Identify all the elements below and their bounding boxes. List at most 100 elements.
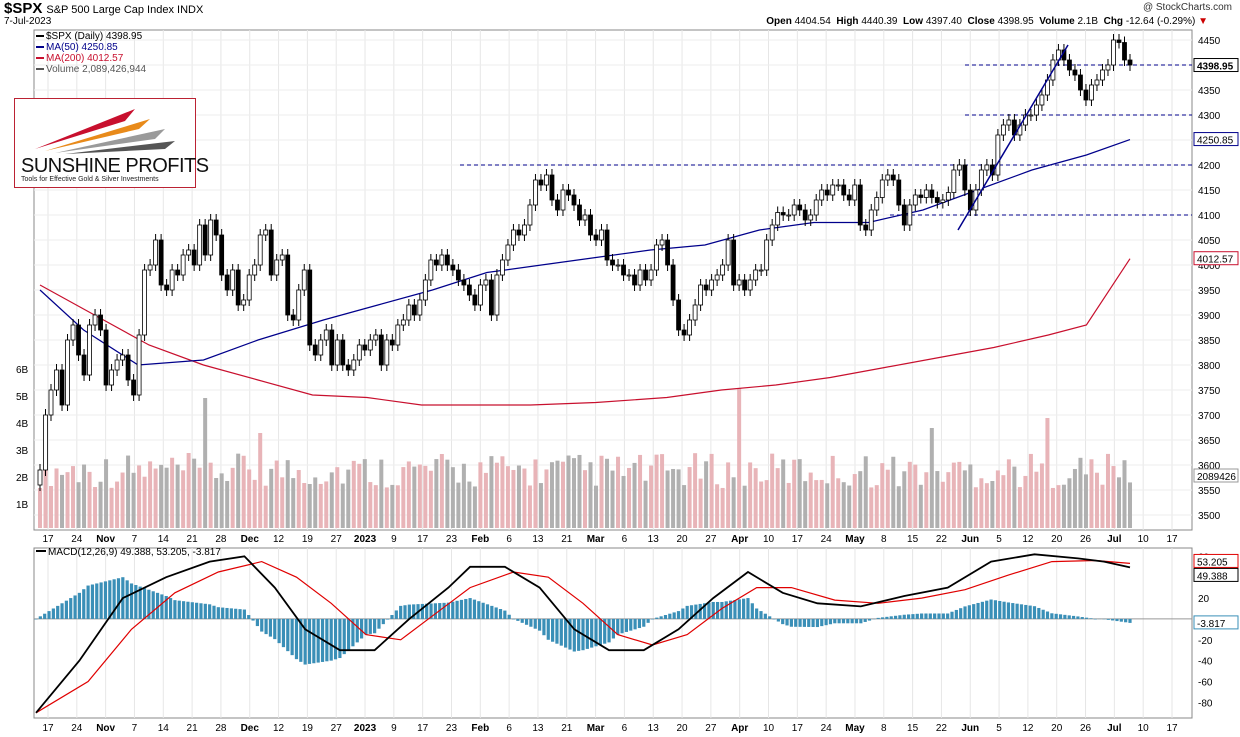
x-tick-label: 10	[763, 534, 775, 545]
volume-bar	[566, 455, 571, 528]
candle	[505, 244, 511, 261]
volume-bar	[693, 453, 698, 528]
logo-tagline: Tools for Effective Gold & Silver Invest…	[21, 176, 159, 183]
symbol-title: $SPX S&P 500 Large Cap Index INDX	[4, 0, 203, 17]
volume-bar	[940, 481, 945, 528]
candle	[808, 214, 814, 221]
volume-bar	[1072, 468, 1077, 528]
candle	[797, 204, 803, 211]
macd-histogram-bar	[498, 609, 503, 619]
x-tick-label: 7	[132, 723, 138, 734]
volume-bar	[577, 454, 582, 528]
volume-bar	[1012, 466, 1017, 528]
volume-bar	[660, 454, 665, 528]
macd-histogram-bar	[399, 605, 403, 619]
candle	[43, 414, 48, 471]
volume-bar	[159, 464, 164, 528]
macd-histogram-bar	[238, 609, 242, 619]
volume-bar	[390, 484, 395, 528]
macd-histogram-bar	[312, 618, 316, 664]
macd-histogram-bar	[568, 618, 572, 650]
x-tick-label: 2023	[354, 534, 377, 545]
sunshine-profits-logo: SUNSHINE PROFITS Tools for Effective Gol…	[14, 98, 209, 188]
candle	[37, 469, 43, 486]
candle	[863, 224, 869, 231]
x-tick-label: 17	[792, 723, 804, 734]
macd-histogram-bar	[668, 613, 672, 619]
volume-tick-label: 3B	[16, 446, 29, 457]
volume-bar	[753, 468, 758, 528]
volume-bar	[346, 469, 351, 528]
x-axis: 17 17 24 24 Nov Nov 7 7 14 14 21 21 28 28 Dec Dec 12 12 19…	[42, 534, 1178, 734]
macd-histogram-bar	[77, 592, 82, 619]
x-tick-label: 10	[1138, 534, 1150, 545]
candle	[626, 274, 632, 277]
volume-bar	[583, 470, 587, 528]
candle	[951, 169, 957, 193]
macd-histogram-bar	[112, 579, 116, 619]
volume-bar	[533, 459, 538, 528]
volume-bar	[417, 464, 422, 528]
signal-line	[35, 559, 1131, 714]
macd-histogram-bar	[950, 611, 954, 619]
macd-histogram-bar	[1011, 603, 1015, 619]
x-tick-label: 26	[1080, 723, 1092, 734]
candle	[1105, 64, 1111, 71]
macd-histogram-bar	[572, 618, 576, 652]
macd-tick-label: 20	[1198, 594, 1210, 605]
volume-bar	[478, 462, 483, 528]
macd-histogram-bar	[1089, 618, 1093, 619]
macd-histogram-bar	[529, 618, 533, 627]
candle	[846, 194, 852, 201]
candle	[1072, 69, 1078, 76]
x-tick-label: 10	[763, 723, 775, 734]
volume-bar	[181, 470, 186, 528]
volume-bar	[291, 478, 296, 528]
x-tick-label: 2023	[354, 723, 377, 734]
candle	[670, 264, 676, 301]
volume-bar	[847, 485, 852, 528]
macd-histogram-bar	[616, 618, 620, 635]
candle	[786, 214, 792, 217]
macd-histogram-bar	[967, 605, 971, 619]
y-tick-label: 4300	[1198, 111, 1221, 122]
price-panel: 3500 3550 3600 3650 3700 3750 3800 3850 3900 3950…	[16, 29, 1239, 531]
macd-histogram-bar	[203, 603, 207, 619]
macd-histogram-bar	[355, 618, 359, 643]
macd-histogram-bar	[954, 609, 958, 619]
candle	[285, 254, 291, 316]
candle	[169, 269, 175, 291]
macd-histogram-bar	[155, 592, 160, 619]
volume-bar	[1006, 459, 1011, 528]
macd-histogram-bar	[650, 618, 655, 620]
macd-tick-label: -80	[1198, 698, 1213, 709]
macd-histogram-bar	[846, 618, 850, 624]
macd-histogram-bar	[533, 618, 537, 629]
candle	[1039, 94, 1045, 106]
macd-value-label: 49.388	[1197, 571, 1228, 582]
volume-bar	[472, 486, 477, 528]
macd-histogram-bar	[64, 600, 68, 619]
macd-histogram-bar	[603, 618, 607, 644]
x-tick-label: May	[845, 534, 865, 545]
x-tick-label: 27	[705, 723, 717, 734]
candle	[527, 204, 533, 226]
x-tick-label: 6	[622, 723, 628, 734]
volume-bar	[709, 453, 714, 528]
macd-histogram-bar	[815, 618, 820, 628]
candle	[478, 284, 483, 306]
macd-histogram-bar	[390, 615, 394, 619]
candle	[191, 249, 197, 266]
watermark: @ StockCharts.com	[1142, 2, 1232, 13]
volume-bar	[461, 463, 466, 528]
volume-bar	[241, 455, 246, 528]
candle	[714, 274, 720, 281]
volume-bar	[54, 468, 59, 528]
x-tick-label: 7	[132, 534, 138, 545]
macd-histogram-bar	[151, 591, 155, 619]
macd-histogram-bar	[277, 618, 281, 644]
candle	[769, 224, 775, 241]
macd-histogram-bar	[316, 618, 320, 663]
macd-histogram-bar	[781, 618, 785, 625]
candle	[764, 239, 770, 271]
